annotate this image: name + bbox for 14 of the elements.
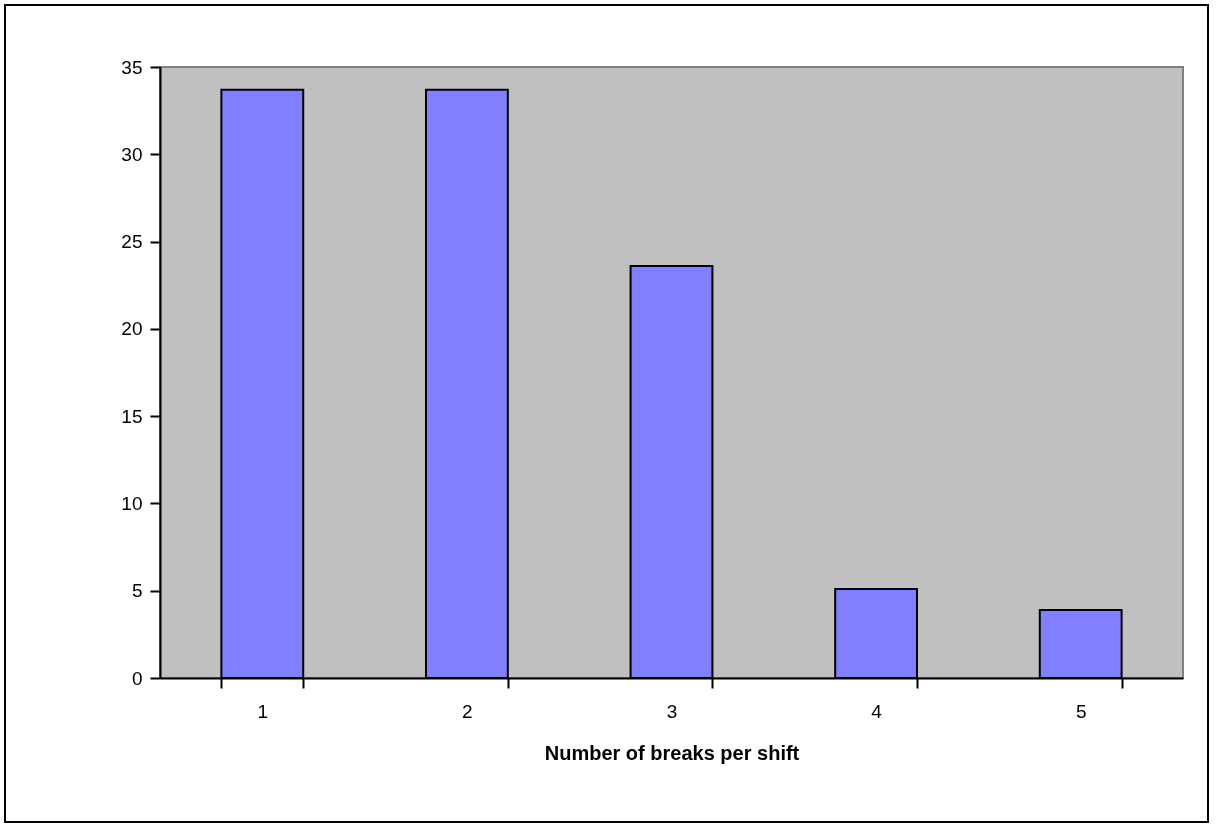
y-tick-label: 10: [121, 492, 143, 514]
x-tick-label: 1: [257, 700, 269, 722]
x-tick-label: 3: [666, 700, 678, 722]
y-tick-label: 5: [131, 580, 143, 602]
y-tick-label: 25: [121, 231, 143, 253]
y-tick-label: 35: [121, 56, 143, 78]
y-tick-label: 20: [121, 318, 143, 340]
y-tick-label: 15: [121, 405, 143, 427]
y-tick-label: 0: [131, 667, 143, 689]
x-axis-title: Number of breaks per shift: [544, 741, 800, 764]
x-tick-label: 5: [1075, 700, 1087, 722]
x-tick-label: 4: [871, 700, 883, 722]
y-tick-label: 30: [121, 143, 143, 165]
x-tick-label: 2: [462, 700, 473, 722]
